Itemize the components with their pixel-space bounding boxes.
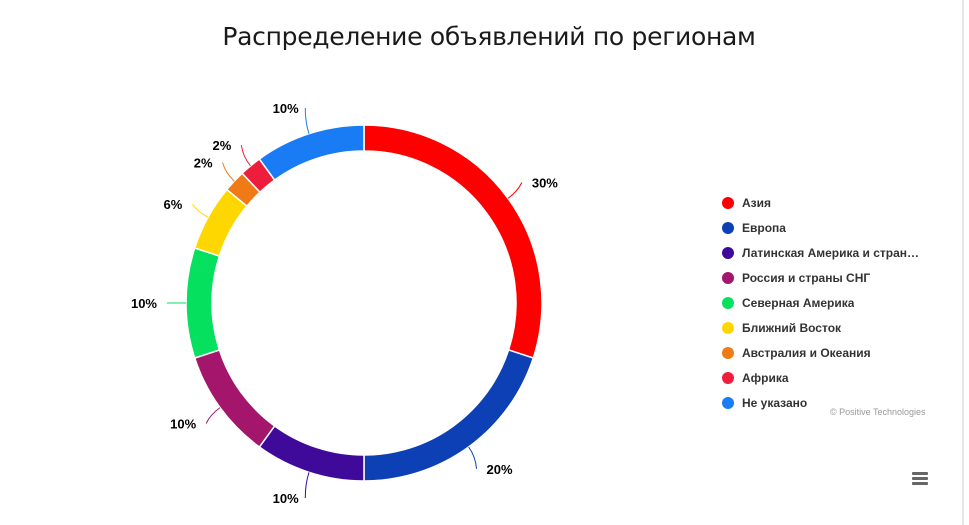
legend-item-7[interactable]: Африка bbox=[722, 365, 962, 390]
legend-label: Азия bbox=[742, 195, 772, 210]
data-label-7: 2% bbox=[213, 138, 232, 153]
label-connector-2 bbox=[304, 472, 310, 498]
label-connector-8 bbox=[304, 108, 310, 134]
legend-color-dot bbox=[722, 196, 734, 209]
legend: Азия Европа Латинская Америка и стран… Росс… bbox=[722, 190, 962, 415]
legend-label: Африка bbox=[742, 370, 789, 385]
legend-label: Европа bbox=[742, 220, 786, 235]
legend-color-dot bbox=[722, 246, 734, 259]
right-edge-divider bbox=[962, 0, 964, 525]
legend-item-6[interactable]: Австралия и Океания bbox=[722, 340, 962, 365]
legend-color-dot bbox=[722, 371, 734, 384]
data-labels: 30% 20% 10% 10% 10% 6% 2%2% 10% bbox=[131, 101, 558, 506]
data-label-3: 10% bbox=[170, 416, 196, 431]
legend-label: Ближний Восток bbox=[742, 320, 842, 335]
credits: © Positive Technologies bbox=[830, 407, 926, 417]
legend-color-dot bbox=[722, 221, 734, 234]
data-label-6: 2% bbox=[194, 156, 213, 171]
data-label-8: 10% bbox=[273, 101, 299, 116]
donut-slice-3[interactable] bbox=[193, 349, 276, 449]
legend-label: Россия и страны СНГ bbox=[742, 270, 871, 285]
legend-item-0[interactable]: Азия bbox=[722, 190, 962, 215]
legend-color-dot bbox=[722, 271, 734, 284]
legend-label: Латинская Америка и стран… bbox=[742, 245, 920, 260]
legend-item-5[interactable]: Ближний Восток bbox=[722, 315, 962, 340]
label-connector-7 bbox=[240, 144, 251, 167]
label-connector-6 bbox=[222, 162, 235, 182]
donut-slice-8[interactable] bbox=[258, 124, 365, 182]
donut-slice-2[interactable] bbox=[258, 424, 365, 482]
label-connector-0 bbox=[507, 182, 523, 199]
legend-item-1[interactable]: Европа bbox=[722, 215, 962, 240]
donut-slice-4[interactable] bbox=[185, 247, 221, 359]
legend-color-dot bbox=[722, 296, 734, 309]
legend-item-4[interactable]: Северная Америка bbox=[722, 290, 962, 315]
legend-item-3[interactable]: Россия и страны СНГ bbox=[722, 265, 962, 290]
label-connector-3 bbox=[205, 407, 221, 424]
data-label-0: 30% bbox=[532, 176, 558, 191]
legend-label: Австралия и Океания bbox=[742, 345, 871, 360]
legend-color-dot bbox=[722, 321, 734, 334]
data-label-2: 10% bbox=[273, 491, 299, 506]
legend-label: Северная Америка bbox=[742, 295, 855, 310]
legend-color-dot bbox=[722, 396, 734, 409]
legend-item-8[interactable]: Не указано bbox=[722, 390, 962, 415]
donut-slices bbox=[185, 124, 543, 482]
data-label-4: 10% bbox=[131, 296, 157, 311]
data-label-1: 20% bbox=[486, 462, 512, 477]
chart-title: Распределение объявлений по регионам bbox=[222, 22, 756, 51]
legend-label: Не указано bbox=[742, 395, 808, 410]
legend-item-2[interactable]: Латинская Америка и стран… bbox=[722, 240, 962, 265]
donut-slice-0[interactable] bbox=[363, 124, 543, 359]
label-connectors bbox=[167, 108, 523, 498]
label-connector-1 bbox=[468, 446, 477, 469]
hamburger-menu-icon[interactable] bbox=[907, 467, 933, 491]
label-connector-5 bbox=[191, 203, 209, 218]
legend-color-dot bbox=[722, 346, 734, 359]
data-label-5: 6% bbox=[164, 197, 183, 212]
